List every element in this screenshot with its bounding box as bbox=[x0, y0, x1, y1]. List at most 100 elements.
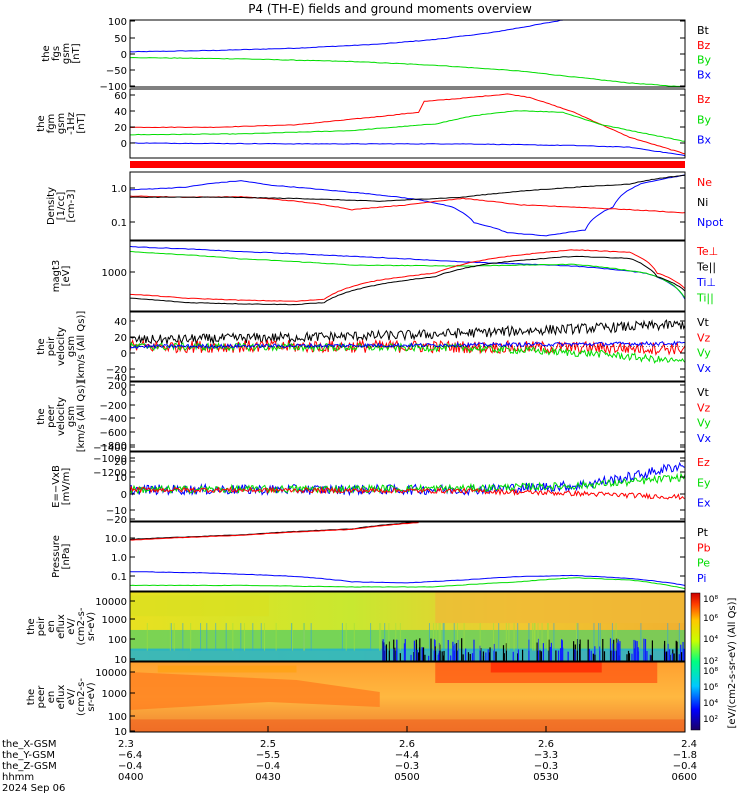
xaxis-value: 2.3 bbox=[118, 739, 134, 750]
ytick-label: −600 bbox=[100, 428, 127, 439]
spec-stripe bbox=[489, 647, 491, 661]
peer-band bbox=[157, 665, 297, 673]
xaxis-row-label: the_X-GSM bbox=[2, 739, 56, 750]
spec-stripe bbox=[599, 623, 601, 651]
spec-stripe bbox=[419, 638, 421, 661]
colorbar-label: [eV/(cm2-s-sr-eV) (All Qs)] bbox=[727, 597, 738, 728]
spec-stripe bbox=[598, 623, 600, 651]
spec-stripe bbox=[383, 642, 385, 661]
series-bfgs-By bbox=[129, 56, 686, 88]
panel-efld: E=−VxB [mV/m] 20 10 0 −10−20 Ez Ey Ex bbox=[51, 451, 711, 526]
ytick-label: 10000 bbox=[95, 597, 127, 608]
ylabel-line: the bbox=[36, 338, 47, 354]
series-bfgm-By bbox=[130, 110, 686, 142]
ylabel-line: [cm-3] bbox=[66, 189, 77, 222]
ylabel-peir: the peir velocity gsm [km/s (All Qs)] bbox=[36, 311, 87, 383]
spec-stripe bbox=[505, 623, 507, 651]
spec-stripe bbox=[379, 623, 381, 651]
spec-stripe bbox=[508, 623, 510, 651]
panel-dens: Density [1/cc] [cm-3] 1.0 0.1 Ne Ni Npot bbox=[46, 171, 724, 241]
spec-stripe bbox=[190, 623, 192, 651]
spec-stripe bbox=[576, 639, 578, 661]
frame-efld bbox=[129, 451, 686, 522]
spec-stripe bbox=[637, 647, 639, 661]
legend-Ey: Ey bbox=[697, 476, 711, 489]
legend-Bx: Bx bbox=[697, 134, 712, 147]
spec-stripe bbox=[675, 640, 677, 661]
colorbar-tick: 10⁶ bbox=[703, 683, 718, 693]
spec-stripe bbox=[503, 653, 505, 661]
panel-peir: the peir velocity gsm [km/s (All Qs)] 40 20 0 −2… bbox=[36, 311, 712, 384]
spec-stripe bbox=[678, 623, 680, 651]
band-lowest bbox=[130, 648, 685, 661]
spec-stripe bbox=[469, 653, 471, 661]
xaxis-value: 2.6 bbox=[538, 739, 554, 750]
spec-stripe bbox=[636, 641, 638, 661]
spec-stripe bbox=[666, 651, 668, 661]
legend-Pt: Pt bbox=[697, 526, 709, 539]
ylabel-line: Density bbox=[46, 187, 57, 225]
ylabel-line: [eV] bbox=[61, 266, 72, 287]
spec-stripe bbox=[393, 648, 395, 661]
spec-stripe bbox=[664, 640, 666, 661]
x-axis: the_X-GSM 2.3 2.5 2.6 2.6 2.4 the_Y-GSM −6.4 −5.… bbox=[2, 726, 697, 794]
spec-stripe bbox=[353, 623, 355, 651]
spec-stripe bbox=[541, 623, 543, 651]
spec-stripe bbox=[394, 647, 396, 661]
xaxis-value: 2.5 bbox=[260, 739, 276, 750]
spec-stripe bbox=[542, 643, 544, 661]
spec-stripe bbox=[453, 623, 455, 651]
spec-stripe bbox=[169, 623, 171, 651]
ylabel-line: -1Hz bbox=[66, 112, 77, 135]
spec-stripe bbox=[433, 623, 435, 651]
spec-stripe bbox=[453, 645, 455, 661]
spec-stripe bbox=[517, 623, 519, 651]
colorbar-tick: 10⁴ bbox=[703, 635, 718, 645]
spec-stripe bbox=[439, 644, 441, 661]
spec-stripe bbox=[626, 654, 628, 661]
spectrograms: 10000 1000 100 10 10000 1000 100 10 bbox=[95, 591, 686, 738]
spec-stripe bbox=[567, 652, 569, 661]
spec-stripe bbox=[615, 623, 617, 651]
spec-stripe bbox=[562, 647, 564, 661]
legend-Bz: Bz bbox=[697, 39, 711, 52]
spec-stripe bbox=[614, 651, 616, 661]
spec-stripe bbox=[650, 655, 652, 661]
ylabel-line: gsm bbox=[66, 406, 77, 427]
ytick-label: 10 bbox=[114, 655, 127, 666]
spec-stripe bbox=[609, 638, 612, 661]
spec-stripe bbox=[502, 645, 505, 661]
ylabel-line: fgs bbox=[51, 46, 62, 61]
ytick-label: 100 bbox=[108, 17, 127, 28]
spec-stripe bbox=[457, 623, 459, 651]
spec-stripe bbox=[534, 623, 536, 651]
legend-Vz: Vz bbox=[697, 331, 711, 344]
spec-stripe bbox=[450, 655, 452, 661]
spec-stripe bbox=[493, 623, 495, 651]
spec-stripe bbox=[588, 650, 590, 661]
spec-stripe bbox=[413, 640, 416, 661]
legend-Ni: Ni bbox=[697, 196, 708, 209]
ytick-label: 40 bbox=[114, 317, 127, 328]
spec-stripe bbox=[537, 642, 539, 661]
ytick-label: −800 bbox=[100, 441, 127, 452]
spec-stripe bbox=[590, 650, 592, 661]
spec-stripe bbox=[682, 641, 684, 661]
spec-stripe bbox=[533, 623, 535, 651]
spec-stripe bbox=[430, 638, 432, 661]
ylabel-line: [km/s (All Qs)] bbox=[76, 381, 87, 453]
ylabel-line: en bbox=[46, 691, 57, 704]
ytick-label: 40 bbox=[114, 107, 127, 118]
ytick-label: −400 bbox=[100, 414, 127, 425]
ylabel-line: magt3 bbox=[51, 260, 62, 293]
spec-stripe bbox=[443, 655, 445, 661]
spec-stripe bbox=[579, 639, 581, 661]
spec-stripe bbox=[557, 650, 560, 661]
spec-stripe bbox=[555, 650, 557, 661]
spec-stripe bbox=[473, 639, 475, 661]
ylabel-line: sr-eV) bbox=[86, 682, 97, 711]
spectrogram-peerspec: 10000 1000 100 10 bbox=[95, 661, 686, 738]
spec-stripe bbox=[170, 623, 172, 651]
